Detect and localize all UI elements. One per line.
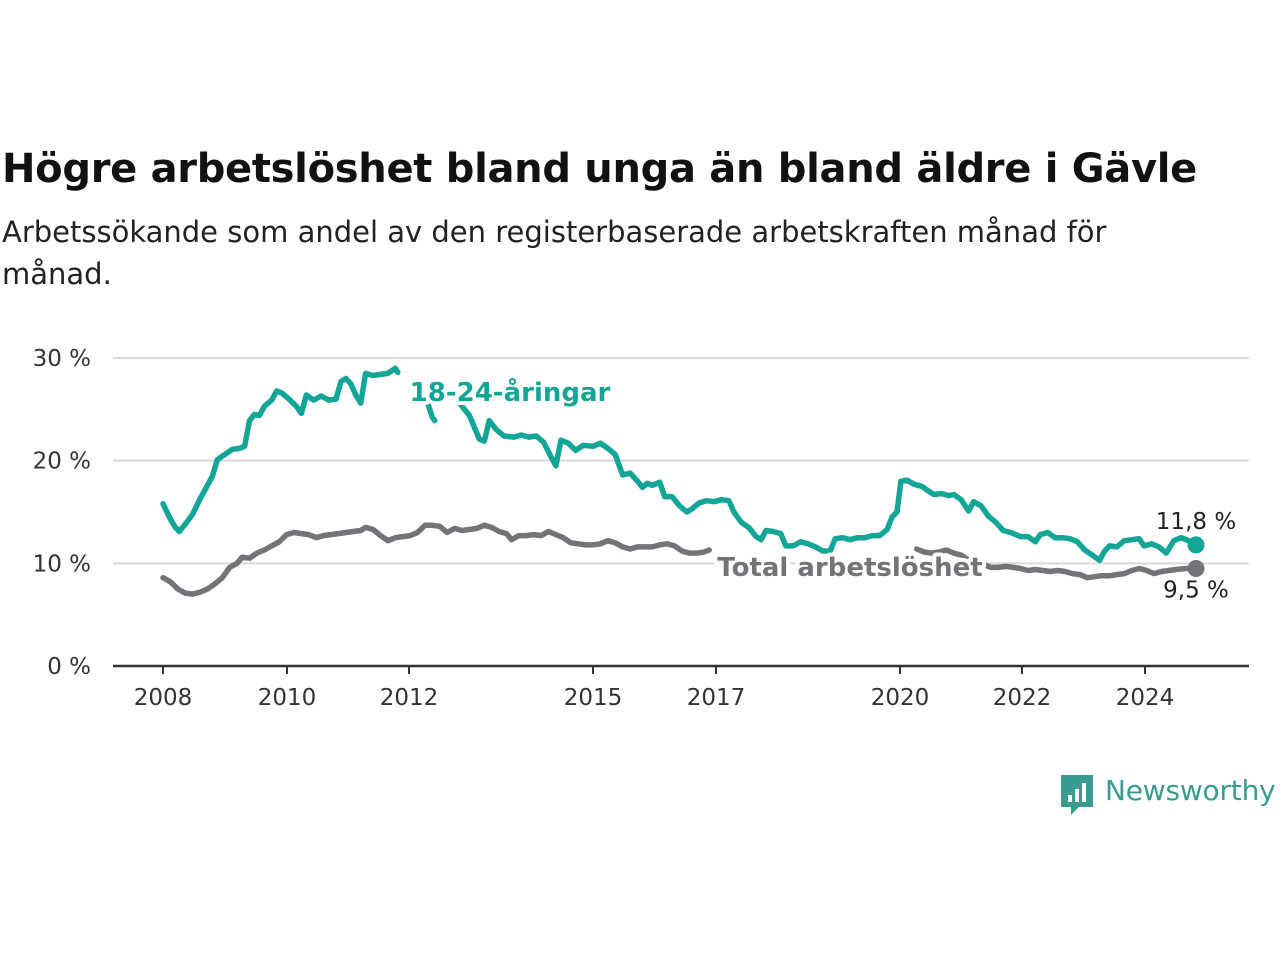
chart-title: Högre arbetslöshet bland unga än bland ä… bbox=[2, 146, 1197, 192]
brand-logo: Newsworthy bbox=[1059, 773, 1276, 817]
series-label-total: Total arbetslöshet bbox=[717, 553, 982, 583]
y-tick-label: 10 % bbox=[33, 551, 91, 577]
x-tick-label: 2020 bbox=[871, 685, 930, 711]
chart-subtitle: Arbetssökande som andel av den registerb… bbox=[2, 215, 1107, 291]
y-tick-label: 30 % bbox=[33, 346, 91, 372]
x-tick-label: 2008 bbox=[134, 685, 193, 711]
series-line-total bbox=[913, 546, 1199, 581]
x-tick-label: 2017 bbox=[687, 685, 746, 711]
x-tick-label: 2015 bbox=[564, 685, 623, 711]
axes: 0 % 10 % 20 % 30 % 2008 2010 2012 2015 2017 2020 2… bbox=[33, 346, 1249, 711]
x-tick-label: 2010 bbox=[258, 685, 317, 711]
end-point-youth bbox=[1187, 536, 1205, 554]
series-group bbox=[160, 365, 1205, 597]
series-label-youth: 18-24-åringar bbox=[410, 376, 611, 408]
y-tick-label: 0 % bbox=[47, 654, 91, 680]
x-tick-label: 2012 bbox=[380, 685, 439, 711]
gridlines bbox=[113, 357, 1249, 565]
series-line-youth bbox=[160, 365, 401, 535]
brand-name: Newsworthy bbox=[1105, 774, 1276, 807]
end-value-label-youth: 11,8 % bbox=[1156, 509, 1236, 535]
y-tick-label: 20 % bbox=[33, 449, 91, 475]
series-line-total bbox=[160, 522, 712, 597]
series-line-youth bbox=[456, 400, 1199, 564]
series-labels: 11,8 %9,5 %18-24-åringar18-24-åringarTot… bbox=[406, 372, 1237, 603]
series-line-youth bbox=[424, 399, 438, 424]
x-tick-label: 2022 bbox=[993, 685, 1052, 711]
end-point-total bbox=[1187, 559, 1205, 577]
x-tick-label: 2024 bbox=[1116, 685, 1175, 711]
end-value-label-total: 9,5 % bbox=[1163, 577, 1229, 603]
series-label-youth-halo: 18-24-åringar bbox=[410, 376, 611, 408]
newsworthy-logo-icon bbox=[1061, 775, 1093, 815]
series-label-total-halo: Total arbetslöshet bbox=[717, 553, 982, 583]
